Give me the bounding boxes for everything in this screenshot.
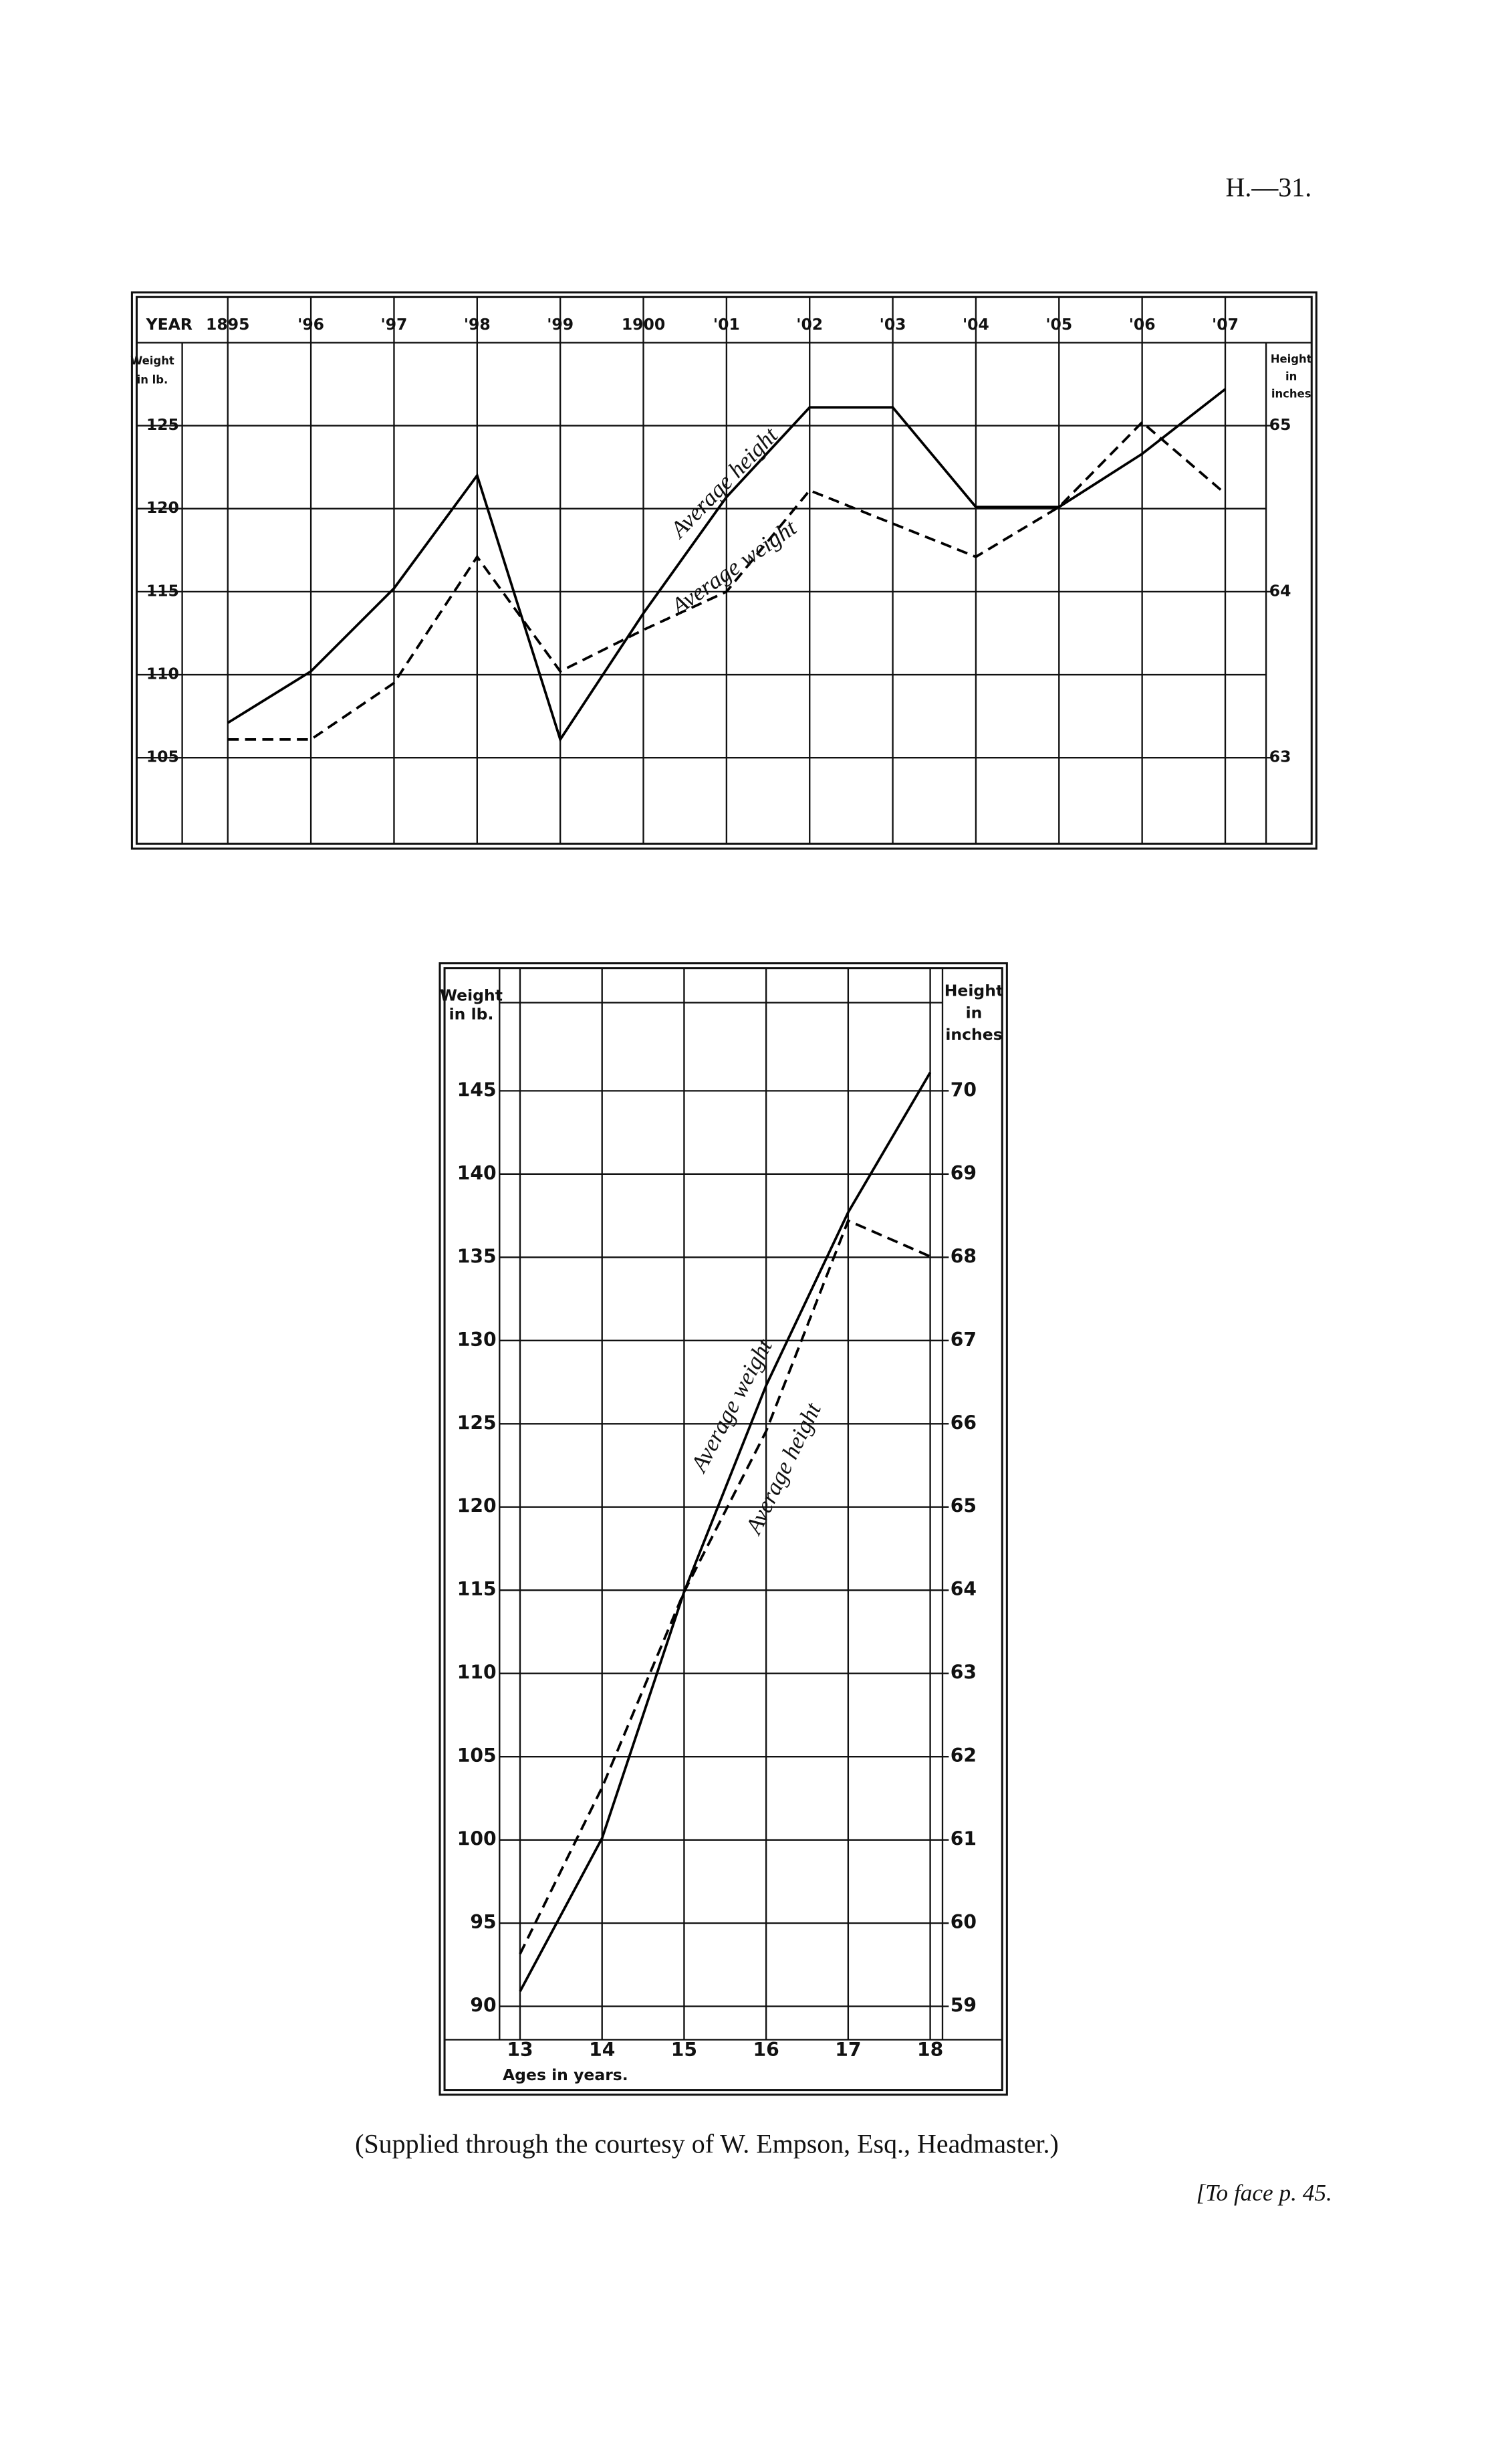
y-tick-label: 120: [457, 1495, 497, 1517]
x-tick-label: '98: [464, 315, 491, 334]
y-tick-label: 100: [457, 1828, 497, 1850]
y2-axis-label: Height: [1271, 353, 1312, 366]
y2-axis-label: Height: [945, 981, 1003, 1000]
x-tick-label: 18: [917, 2039, 943, 2061]
y-axis-label: Weight: [130, 354, 174, 367]
y2-axis-label: inches: [1271, 387, 1311, 400]
y2-tick-label: 60: [951, 1911, 977, 1933]
x-tick-label: 13: [507, 2039, 533, 2061]
y-tick-label: 105: [457, 1745, 497, 1767]
y2-tick-label: 65: [1269, 415, 1291, 434]
y2-tick-label: 64: [951, 1578, 977, 1600]
y2-tick-label: 68: [951, 1245, 977, 1267]
y2-tick-label: 67: [951, 1329, 977, 1351]
y-tick-label: 125: [457, 1412, 497, 1434]
series-annotation: Average weight: [685, 1334, 777, 1477]
y2-tick-label: 59: [951, 1995, 977, 2017]
chart-frame-inner: [443, 967, 1003, 2092]
y-tick-label: 125: [146, 415, 179, 434]
x-tick-label: '02: [796, 315, 823, 334]
x-tick-label: '96: [297, 315, 324, 334]
y-tick-label: 135: [457, 1245, 497, 1267]
x-tick-label: 17: [835, 2039, 861, 2061]
series-line: [227, 388, 1227, 743]
x-tick-label: 1895: [206, 315, 249, 334]
y2-tick-label: 66: [951, 1412, 977, 1434]
y-tick-label: 115: [457, 1578, 497, 1600]
y2-axis-label: in: [966, 1003, 983, 1022]
x-tick-label: '06: [1129, 315, 1156, 334]
x-tick-label: 14: [589, 2039, 615, 2061]
x-tick-label: 15: [671, 2039, 697, 2061]
y2-axis-label: in: [1285, 370, 1297, 383]
y-tick-label: 145: [457, 1079, 497, 1101]
y-axis-label: in lb.: [137, 373, 168, 386]
x-tick-label: '04: [963, 315, 989, 334]
y2-tick-label: 63: [951, 1662, 977, 1684]
x-tick-label: '01: [713, 315, 740, 334]
x-tick-label: 1900: [622, 315, 665, 334]
x-tick-label: '97: [381, 315, 408, 334]
y2-tick-label: 63: [1269, 748, 1291, 766]
x-tick-label: 16: [753, 2039, 779, 2061]
series-line: [519, 1072, 932, 1993]
footnote: [To face p. 45.: [1196, 2180, 1332, 2206]
y2-tick-label: 69: [951, 1162, 977, 1184]
series-line: [519, 1219, 931, 1955]
x-axis-label: Ages in years.: [503, 2065, 628, 2084]
x-tick-label: '03: [880, 315, 906, 334]
page-ref: H.—31.: [1226, 173, 1312, 203]
x-tick-label: '05: [1045, 315, 1072, 334]
y-tick-label: 120: [146, 498, 179, 517]
y-tick-label: 115: [146, 581, 179, 600]
x-tick-label: '99: [547, 315, 574, 334]
y2-tick-label: 62: [951, 1745, 977, 1767]
chart-frame-inner: [135, 296, 1313, 845]
y-tick-label: 110: [146, 665, 179, 683]
chart-frame: [130, 291, 1317, 850]
y2-tick-label: 64: [1269, 581, 1291, 600]
chart-frame: [438, 962, 1008, 2096]
y-tick-label: 105: [146, 748, 179, 766]
y-tick-label: 140: [457, 1162, 497, 1184]
y-tick-label: 130: [457, 1329, 497, 1351]
y2-tick-label: 70: [951, 1079, 977, 1101]
x-tick-label: '07: [1212, 315, 1239, 334]
y-tick-label: 90: [470, 1995, 496, 2017]
y2-tick-label: 65: [951, 1495, 977, 1517]
caption: (Supplied through the courtesy of W. Emp…: [355, 2128, 1059, 2158]
y-axis-label: in lb.: [449, 1005, 494, 1024]
y-tick-label: 110: [457, 1662, 497, 1684]
y2-tick-label: 61: [951, 1828, 977, 1850]
x-axis-label: YEAR: [146, 315, 193, 334]
y-axis-label: Weight: [440, 986, 503, 1005]
y-tick-label: 95: [470, 1911, 496, 1933]
y2-axis-label: inches: [945, 1025, 1002, 1044]
series-line: [227, 421, 1227, 741]
series-annotation: Average height: [664, 422, 783, 544]
